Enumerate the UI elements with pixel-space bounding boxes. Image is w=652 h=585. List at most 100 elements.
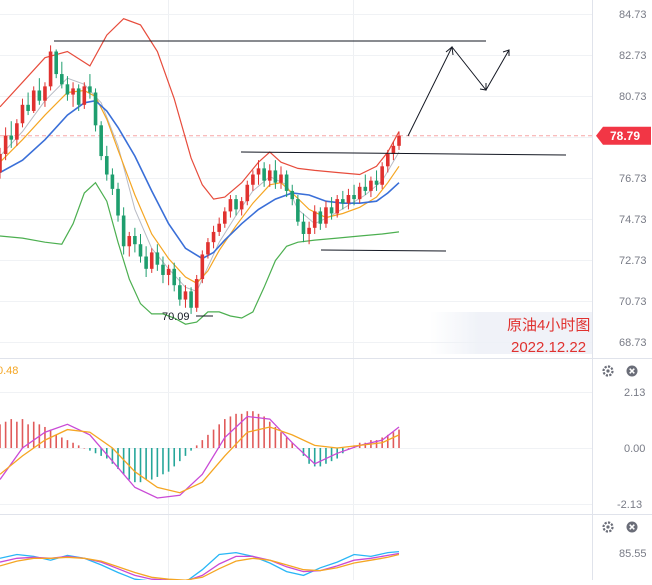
candle-body[interactable] [251,174,255,185]
candle-body[interactable] [391,145,396,155]
candle-body[interactable] [133,236,137,245]
macd-histogram-bar [319,448,322,467]
candle-body[interactable] [99,125,103,157]
candle-body[interactable] [284,174,289,191]
candle-body[interactable] [256,168,261,175]
candle-body[interactable] [31,90,36,111]
candle-body[interactable] [88,86,92,93]
candle-body[interactable] [273,170,278,183]
candle-body[interactable] [54,51,58,75]
macd-histogram-bar [94,448,97,454]
candle-body[interactable] [267,170,272,181]
candle-body[interactable] [352,195,356,200]
price-axis[interactable]: 84.7382.7380.7378.7376.7374.7372.7370.73… [596,9,651,560]
candle-body[interactable] [234,199,238,210]
candle-body[interactable] [183,291,188,300]
candle-body[interactable] [178,285,182,300]
price-panel[interactable] [0,18,598,325]
oscillator-close-icon[interactable] [626,521,638,533]
candle-body[interactable] [138,244,143,257]
candle-body[interactable] [357,186,362,200]
candle-body[interactable] [82,86,87,105]
candle-body[interactable] [26,104,30,111]
candle-body[interactable] [245,184,250,202]
candle-body[interactable] [217,223,221,232]
macd-histogram-bar [156,448,159,477]
candle-body[interactable] [380,166,384,185]
candle-body[interactable] [341,199,345,204]
macd-histogram-bar [246,411,249,448]
candle-body[interactable] [335,199,339,214]
candle-body[interactable] [223,211,227,224]
macd-histogram-bar [212,429,215,448]
candle-body[interactable] [60,74,64,85]
projection-path[interactable] [407,46,510,137]
candle-body[interactable] [93,92,98,126]
candle-body[interactable] [206,242,210,255]
candle-body[interactable] [71,88,75,95]
bollinger-lower-line [0,181,400,325]
candle-body[interactable] [228,199,233,212]
candle-body[interactable] [20,104,25,124]
candle-body[interactable] [307,227,311,234]
drawn-annotations[interactable] [54,40,567,317]
price-tick-label: 70.73 [619,296,647,308]
macd-panel[interactable] [0,411,400,499]
candle-body[interactable] [110,174,115,189]
candle-body[interactable] [15,123,19,140]
candle-body[interactable] [43,86,47,101]
candle-body[interactable] [155,252,160,265]
candle-body[interactable] [346,195,351,204]
candle-body[interactable] [200,254,205,280]
candle-body[interactable] [65,84,70,95]
current-price-label: 78.79 [610,129,640,143]
price-tick-label: 74.73 [619,214,647,226]
candle-body[interactable] [3,135,8,155]
breakout-line[interactable] [240,151,567,156]
macd-histogram-bar [89,448,91,451]
oscillator-fast-line [0,550,400,580]
candle-body[interactable] [301,221,306,234]
chart-annotation: 原油4小时图 2022.12.22 [430,312,592,356]
candle-body[interactable] [149,252,154,269]
candle-body[interactable] [0,154,2,173]
candle-body[interactable] [104,156,109,175]
candle-body[interactable] [127,236,132,247]
macd-histogram-bar [291,442,294,448]
macd-histogram-bar [21,419,24,448]
support-line[interactable] [320,249,447,252]
candle-body[interactable] [116,188,120,216]
candle-body[interactable] [76,88,81,105]
candle-body[interactable] [121,215,126,247]
candle-body[interactable] [296,199,300,222]
candle-body[interactable] [9,135,14,140]
candle-body[interactable] [161,264,165,275]
macd-settings-icon[interactable] [602,365,614,377]
candle-body[interactable] [329,207,334,214]
candle-body[interactable] [172,268,177,286]
macd-histogram-bar [184,448,187,456]
oscillator-panel[interactable] [0,550,400,580]
candle-body[interactable] [397,135,401,146]
candle-body[interactable] [290,190,295,200]
candle-body[interactable] [37,90,42,101]
candle-body[interactable] [374,180,379,185]
macd-histogram-bar [224,419,226,448]
candle-body[interactable] [312,211,317,228]
candle-body[interactable] [211,231,216,243]
candle-body[interactable] [48,51,53,87]
candle-body[interactable] [385,154,390,167]
candle-body[interactable] [166,268,171,275]
candle-body[interactable] [194,279,199,308]
oscillator-settings-icon[interactable] [602,521,614,533]
macd-close-icon[interactable] [626,365,638,377]
candle-body[interactable] [279,174,283,183]
candle-body[interactable] [363,186,368,191]
candle-body[interactable] [369,180,373,191]
candle-body[interactable] [239,201,244,210]
candle-body[interactable] [324,207,328,224]
candle-body[interactable] [318,211,323,224]
candle-body[interactable] [262,168,266,181]
candle-body[interactable] [144,256,148,269]
candle-body[interactable] [189,291,193,308]
